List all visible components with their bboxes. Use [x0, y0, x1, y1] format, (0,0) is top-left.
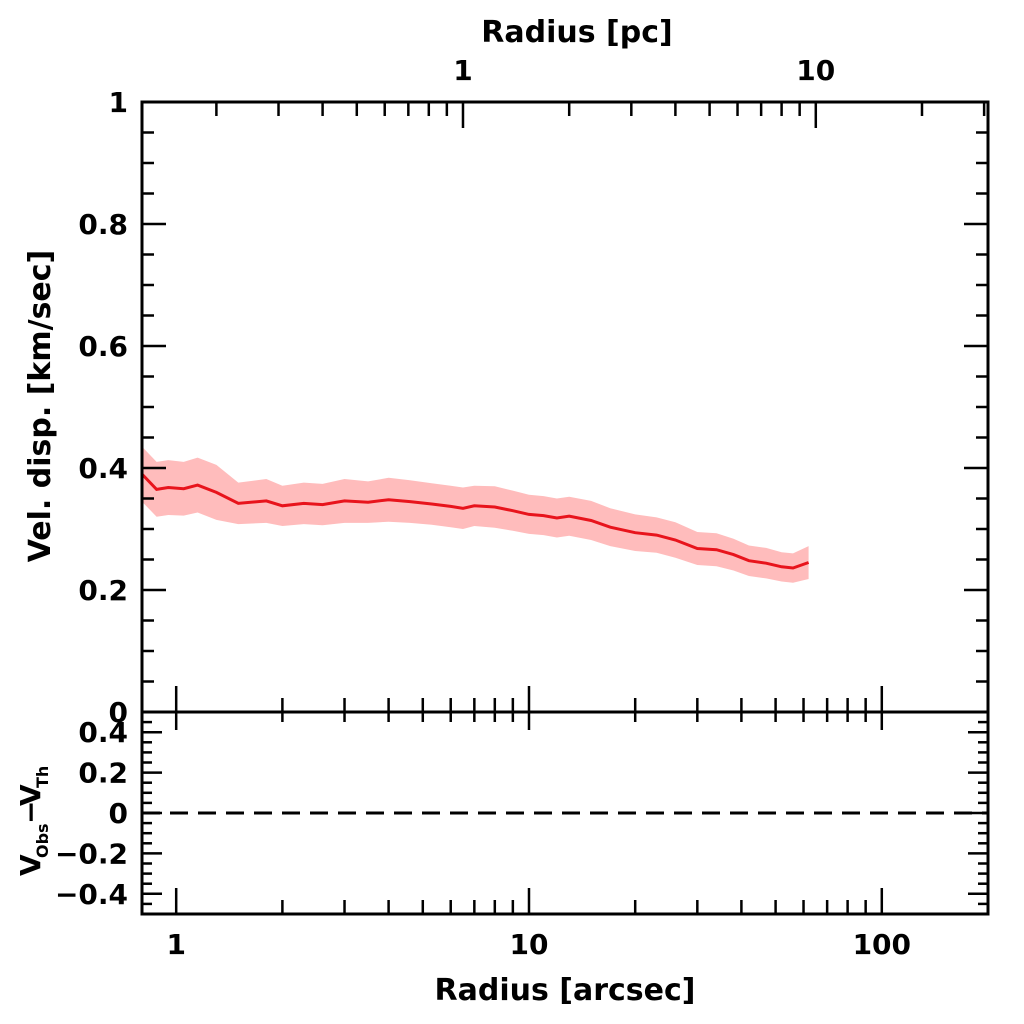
- y-tick-label-0.6: 0.6: [78, 330, 128, 363]
- y-label-v-th: V: [14, 784, 47, 806]
- y2-tick-label: −0.2: [55, 837, 128, 870]
- y-label-obs-subscript: Obs: [33, 823, 52, 858]
- top-x-axis-title: Radius [pc]: [481, 15, 672, 50]
- x-tick-label-1: 1: [166, 928, 185, 961]
- velocity-dispersion-error-band: [142, 446, 809, 583]
- y-tick-label-0: 0: [109, 696, 128, 729]
- y-label-th-subscript: Th: [33, 766, 52, 788]
- x-tick-label-10: 10: [510, 928, 549, 961]
- bottom-y-axis-title: V Obs − V Th: [14, 766, 52, 876]
- y-tick-label-0.8: 0.8: [78, 208, 128, 241]
- y-label-minus: −: [14, 801, 47, 824]
- axis-ticks: [142, 100, 990, 916]
- velocity-dispersion-line: [140, 473, 810, 570]
- x-top-tick-label-1: 1: [453, 54, 472, 87]
- y2-tick-label: 0.2: [78, 757, 128, 790]
- x-tick-label-100: 100: [853, 928, 911, 961]
- y-label-v-obs: V: [14, 854, 47, 876]
- top-panel-data: [140, 446, 810, 583]
- bottom-x-axis-title: Radius [arcsec]: [435, 973, 696, 1008]
- top-panel-frame: [140, 100, 990, 714]
- y2-tick-label: 0: [109, 797, 128, 830]
- y-tick-label-0.4: 0.4: [78, 452, 128, 485]
- top-y-axis-title: Vel. disp. [km/sec]: [23, 250, 58, 563]
- y2-tick-label: 0.4: [78, 716, 128, 749]
- y2-tick-label: −0.4: [55, 878, 128, 911]
- x-top-tick-label-10: 10: [796, 54, 835, 87]
- y-tick-label-0.2: 0.2: [78, 574, 128, 607]
- y-tick-label-1: 1: [109, 86, 128, 119]
